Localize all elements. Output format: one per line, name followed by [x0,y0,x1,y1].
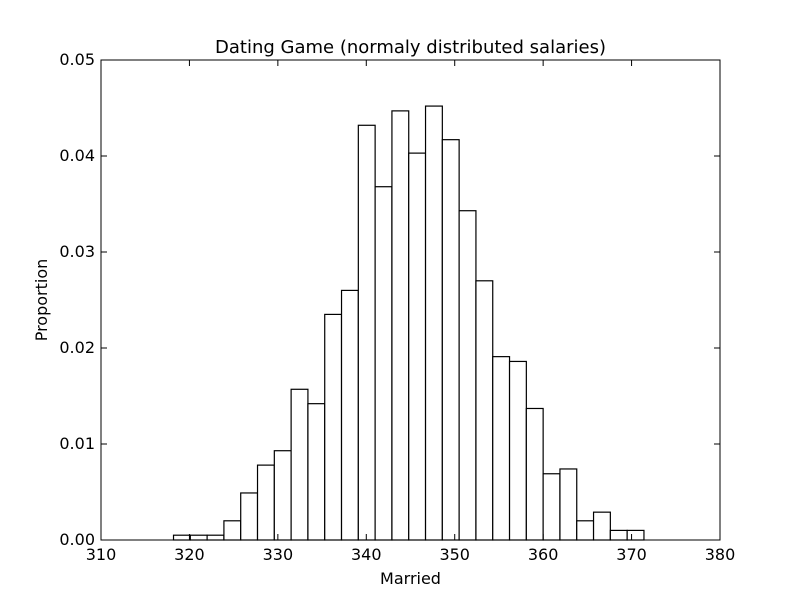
histogram-bar-7 [290,388,309,541]
histogram-bar-9 [324,313,343,541]
plot-frame [100,59,721,541]
histogram-bar-1 [189,534,208,541]
histogram-bar-24 [576,520,595,541]
histogram-bar-10 [340,289,359,541]
histogram-bar-19 [492,356,511,541]
x-tick-label-3: 340 [351,545,382,564]
y-axis-label: Proportion [32,259,51,342]
x-tick-label-4: 350 [439,545,470,564]
chart-title: Dating Game (normaly distributed salarie… [215,37,606,58]
histogram-bar-16 [441,139,460,541]
histogram-bar-26 [609,529,628,541]
histogram-bar-5 [256,464,275,541]
x-tick-label-7: 380 [705,545,736,564]
histogram-bar-18 [475,280,494,541]
histogram-bar-22 [542,473,561,541]
histogram-bar-11 [357,124,376,541]
histogram-bar-23 [559,468,578,541]
x-tick-label-6: 370 [616,545,647,564]
y-tick-label-3: 0.03 [59,242,95,261]
bars-layer [172,105,645,541]
histogram-bar-0 [172,534,191,541]
histogram-bar-12 [374,186,393,541]
histogram-bar-8 [307,403,326,541]
histogram-bar-21 [525,407,544,541]
histogram-bar-27 [626,529,645,541]
y-tick-label-4: 0.04 [59,146,95,165]
y-tick-label-1: 0.01 [59,434,95,453]
y-tick-label-5: 0.05 [59,50,95,69]
histogram-bar-17 [458,210,477,541]
histogram-bar-3 [223,520,242,541]
ticks-layer: 310 320 330 340 350 360 370 380 0.00 0.01 0.02 0.03… [59,50,735,564]
histogram-bar-25 [592,511,611,541]
x-axis-label: Married [380,569,441,588]
histogram-bar-4 [240,492,259,541]
histogram-bar-13 [391,110,410,541]
histogram-bar-20 [508,360,527,541]
histogram-bar-2 [206,534,225,541]
y-tick-label-2: 0.02 [59,338,95,357]
x-tick-label-5: 360 [528,545,559,564]
x-tick-label-0: 310 [86,545,117,564]
histogram-bar-14 [408,152,427,541]
x-tick-label-2: 330 [263,545,294,564]
y-tick-label-0: 0.00 [59,530,95,549]
histogram-bar-6 [273,450,292,541]
histogram-bar-15 [424,105,443,541]
x-tick-label-1: 320 [174,545,205,564]
